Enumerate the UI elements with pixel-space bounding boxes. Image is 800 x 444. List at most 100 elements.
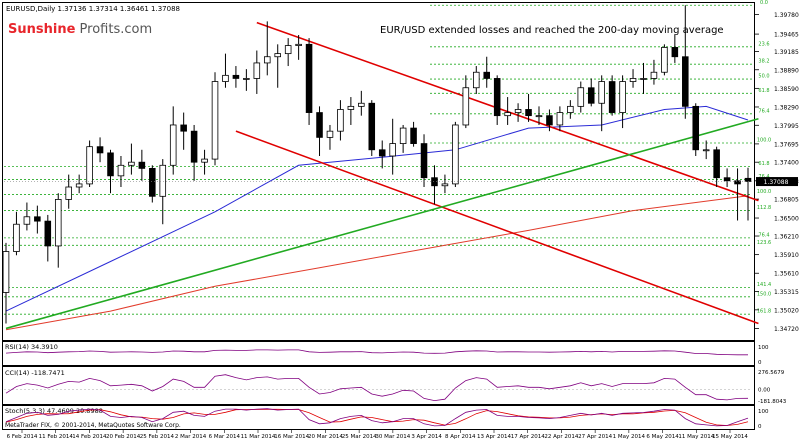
candle: [577, 81, 585, 113]
copyright-text: MetaTrader FIX, © 2001-2014, MetaQuotes …: [5, 422, 181, 429]
candle: [535, 106, 543, 125]
candle-body-down: [138, 161, 146, 169]
price-tick-label: 1.37695: [774, 141, 799, 148]
candle: [34, 205, 41, 234]
date-tick-label: 15 May 2014: [712, 434, 748, 440]
candle-body-up: [358, 102, 365, 107]
candle-body-down: [734, 180, 741, 185]
rsi-line: [5, 349, 748, 356]
price-tick-label: 1.35910: [774, 252, 799, 259]
price-tick-label: 1.37995: [774, 123, 799, 130]
brand-part-1: Sunshine: [8, 22, 76, 37]
candle: [441, 174, 449, 194]
rsi-tick-label: 0: [758, 360, 762, 366]
candle: [410, 121, 417, 147]
fib-level-label: 141.4: [757, 282, 771, 288]
candle: [378, 140, 386, 169]
price-tick-label: 1.35315: [774, 289, 799, 296]
stoch-label: Stoch(5,3,3) 47.4609 29.8988: [5, 407, 103, 415]
candle: [44, 214, 52, 262]
candle: [629, 69, 637, 88]
date-tick-label: 1 May 2014: [613, 434, 646, 440]
candle-body-down: [410, 127, 417, 144]
date-tick-label: 13 Apr 2014: [477, 434, 512, 440]
candle-body-down: [692, 105, 700, 151]
candle-body-up: [473, 71, 480, 89]
candle-body-up: [535, 115, 543, 118]
candle: [399, 124, 407, 153]
candle-body-down: [483, 71, 491, 79]
candle: [692, 103, 700, 156]
fib-level-label: 61.8: [758, 161, 769, 167]
candle-body-up: [169, 124, 177, 166]
candle-body-down: [316, 112, 323, 138]
date-tick-label: 11 May 2014: [678, 434, 714, 440]
price-tick-label: 1.36500: [774, 216, 799, 223]
current-price-box: [756, 177, 798, 187]
price-tick-label: 1.38590: [774, 86, 799, 93]
candle: [222, 53, 229, 88]
candle: [169, 106, 177, 175]
fib-level-label: 0.0: [760, 0, 768, 6]
candle-body-up: [211, 81, 219, 160]
fib-level-label: 50.0: [758, 74, 769, 80]
candle: [734, 168, 741, 221]
panel-frames: [2, 2, 755, 430]
candle-body-down: [723, 177, 731, 182]
candle-body-up: [222, 74, 229, 82]
candle: [190, 124, 198, 181]
candle: [358, 90, 365, 116]
fib-level-label: 123.6: [757, 240, 771, 246]
candle-body-down: [546, 115, 553, 126]
candle-body-up: [75, 183, 83, 188]
candle-body-up: [389, 143, 396, 157]
candle: [128, 143, 135, 175]
candle: [13, 211, 20, 256]
candle: [347, 97, 355, 125]
brand-logo: Sunshine Profits.com: [8, 22, 152, 37]
candle-body-down: [744, 177, 752, 182]
candle: [462, 75, 470, 129]
candle-body-down: [34, 216, 41, 222]
date-tick-label: 11 Mar 2014: [241, 434, 276, 440]
candle-body-down: [149, 167, 156, 197]
candle: [702, 140, 710, 160]
cci-tick-label: 0.00: [758, 388, 771, 394]
candle: [389, 118, 396, 175]
candle: [75, 174, 83, 194]
candle-body-up: [201, 158, 208, 163]
candle-body-up: [326, 130, 334, 138]
candle-body-up: [54, 199, 62, 247]
candle: [713, 146, 720, 188]
candle: [546, 109, 553, 132]
chart-headline: EUR/USD extended losses and reached the …: [380, 25, 724, 36]
date-tick-label: 22 Apr 2014: [544, 434, 579, 440]
candle: [274, 44, 281, 88]
candle-body-down: [180, 124, 187, 132]
date-tick-label: 11 Feb 2014: [39, 434, 74, 440]
indicator-panels: 100 0 276.5679 0.00 -181.8043 100 0: [4, 345, 787, 430]
candle-body-up: [337, 109, 344, 132]
candle: [504, 97, 511, 125]
date-tick-label: 20 Feb 2014: [106, 434, 141, 440]
candle: [201, 149, 208, 175]
price-tick-label: 1.36210: [774, 234, 799, 241]
candle: [316, 106, 323, 156]
candle: [243, 69, 250, 91]
candle-body-up: [65, 186, 72, 200]
candle-body-up: [452, 124, 459, 185]
symbol-line: EURUSD,Daily 1.37136 1.37314 1.36461 1.3…: [6, 5, 180, 13]
fib-level-label: 38.2: [758, 59, 769, 65]
candle: [567, 100, 574, 119]
candle-body-up: [13, 223, 20, 252]
candle-body-up: [117, 164, 125, 177]
price-tick-label: 1.35020: [774, 307, 799, 314]
date-tick-label: 17 Apr 2014: [511, 434, 546, 440]
stoch-main-line: [5, 408, 749, 427]
candle-body-down: [671, 47, 679, 58]
candle: [640, 62, 647, 94]
candle-body-down: [368, 102, 376, 151]
candle-body-up: [504, 112, 511, 117]
fib-level-label: 100.0: [757, 189, 771, 195]
candle-body-up: [650, 71, 658, 79]
